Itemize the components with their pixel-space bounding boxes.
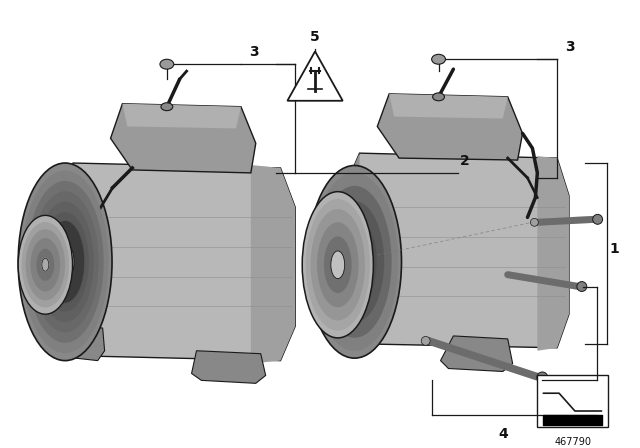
Ellipse shape xyxy=(531,218,538,226)
Text: 4: 4 xyxy=(498,427,508,441)
Polygon shape xyxy=(538,156,569,351)
Ellipse shape xyxy=(324,237,351,293)
Ellipse shape xyxy=(431,54,445,64)
Polygon shape xyxy=(191,351,266,383)
Ellipse shape xyxy=(308,165,401,358)
Ellipse shape xyxy=(31,238,60,292)
Text: 5: 5 xyxy=(310,30,320,44)
Polygon shape xyxy=(111,104,256,173)
Ellipse shape xyxy=(42,212,89,312)
Text: 1: 1 xyxy=(609,242,620,256)
Ellipse shape xyxy=(36,202,93,322)
Ellipse shape xyxy=(340,233,369,290)
Ellipse shape xyxy=(18,163,112,361)
Ellipse shape xyxy=(317,186,392,338)
Polygon shape xyxy=(68,326,104,361)
Text: 3: 3 xyxy=(565,40,575,54)
Polygon shape xyxy=(345,153,360,344)
Polygon shape xyxy=(251,165,295,364)
Ellipse shape xyxy=(302,192,373,338)
Text: 467790: 467790 xyxy=(554,437,591,447)
Ellipse shape xyxy=(42,258,49,271)
Ellipse shape xyxy=(18,215,72,314)
Polygon shape xyxy=(440,336,513,371)
Ellipse shape xyxy=(421,336,430,345)
Ellipse shape xyxy=(311,172,398,351)
Polygon shape xyxy=(342,304,376,341)
Ellipse shape xyxy=(22,222,69,307)
Ellipse shape xyxy=(45,220,85,303)
Ellipse shape xyxy=(332,216,377,307)
Polygon shape xyxy=(378,94,522,160)
Ellipse shape xyxy=(332,253,344,277)
Ellipse shape xyxy=(306,199,370,331)
Ellipse shape xyxy=(36,249,54,281)
Ellipse shape xyxy=(577,282,587,292)
Ellipse shape xyxy=(27,181,104,343)
Bar xyxy=(538,375,609,427)
Ellipse shape xyxy=(593,215,603,224)
Ellipse shape xyxy=(31,191,99,332)
Ellipse shape xyxy=(433,93,445,101)
Polygon shape xyxy=(345,153,569,348)
Ellipse shape xyxy=(310,209,365,320)
Ellipse shape xyxy=(537,372,548,383)
Polygon shape xyxy=(389,94,508,119)
Ellipse shape xyxy=(22,171,109,353)
Polygon shape xyxy=(58,163,73,356)
Ellipse shape xyxy=(42,258,49,272)
Ellipse shape xyxy=(317,222,358,307)
Ellipse shape xyxy=(325,201,384,323)
Ellipse shape xyxy=(26,229,65,300)
Text: 2: 2 xyxy=(460,154,470,168)
Ellipse shape xyxy=(331,251,345,279)
Ellipse shape xyxy=(48,225,83,298)
Text: 3: 3 xyxy=(249,45,259,59)
Ellipse shape xyxy=(160,59,174,69)
Polygon shape xyxy=(287,52,343,101)
Polygon shape xyxy=(122,104,241,129)
Ellipse shape xyxy=(56,243,74,280)
Polygon shape xyxy=(58,163,295,361)
Ellipse shape xyxy=(161,103,173,111)
